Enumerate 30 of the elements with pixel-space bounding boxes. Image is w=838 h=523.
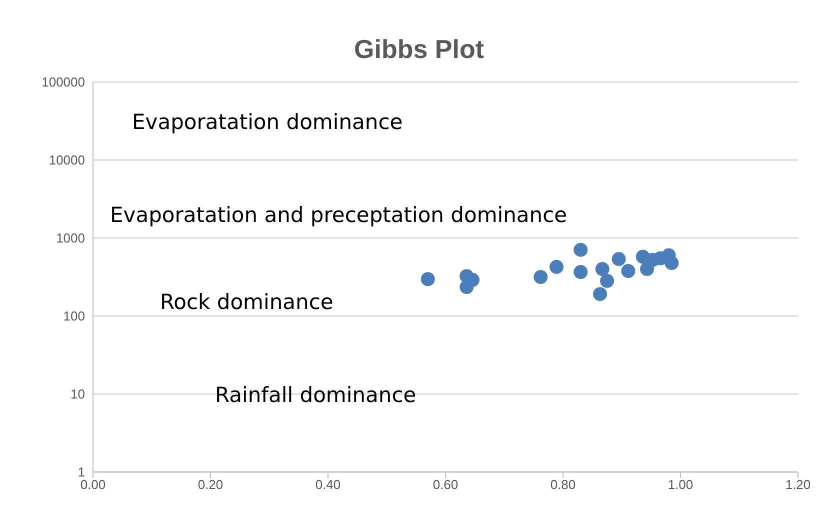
annotation: Evaporatation and preceptation dominance bbox=[110, 203, 568, 227]
point bbox=[595, 262, 610, 276]
y-tick-label: 1000 bbox=[56, 230, 85, 246]
point bbox=[612, 252, 626, 266]
x-tick-label: 1.20 bbox=[785, 477, 811, 492]
annotation: Rainfall dominance bbox=[215, 383, 416, 407]
point bbox=[574, 265, 588, 280]
annotation: Rock dominance bbox=[160, 290, 334, 314]
chart-title: Gibbs Plot bbox=[353, 34, 485, 65]
y-tick-label: 10 bbox=[70, 386, 85, 402]
y-tick-label: 1 bbox=[78, 464, 85, 480]
point bbox=[534, 270, 548, 284]
point bbox=[600, 274, 614, 288]
x-tick-label: 0.20 bbox=[198, 477, 224, 492]
point bbox=[593, 287, 608, 302]
point bbox=[574, 242, 588, 257]
annotation: Evaporatation dominance bbox=[132, 110, 403, 134]
x-tick-label: 0.80 bbox=[550, 477, 576, 492]
y-tick-label: 10000 bbox=[48, 152, 85, 168]
x-tick-label: 0.40 bbox=[315, 477, 341, 492]
point bbox=[664, 256, 679, 270]
y-tick-label: 100000 bbox=[42, 74, 85, 90]
y-tick-label: 100 bbox=[63, 308, 85, 324]
x-tick-label: 0.00 bbox=[80, 477, 106, 492]
point bbox=[550, 260, 564, 274]
x-tick-label: 0.60 bbox=[432, 477, 458, 492]
point bbox=[621, 264, 636, 278]
x-tick-label: 1.00 bbox=[668, 477, 694, 492]
point bbox=[460, 280, 474, 294]
point bbox=[420, 272, 435, 286]
